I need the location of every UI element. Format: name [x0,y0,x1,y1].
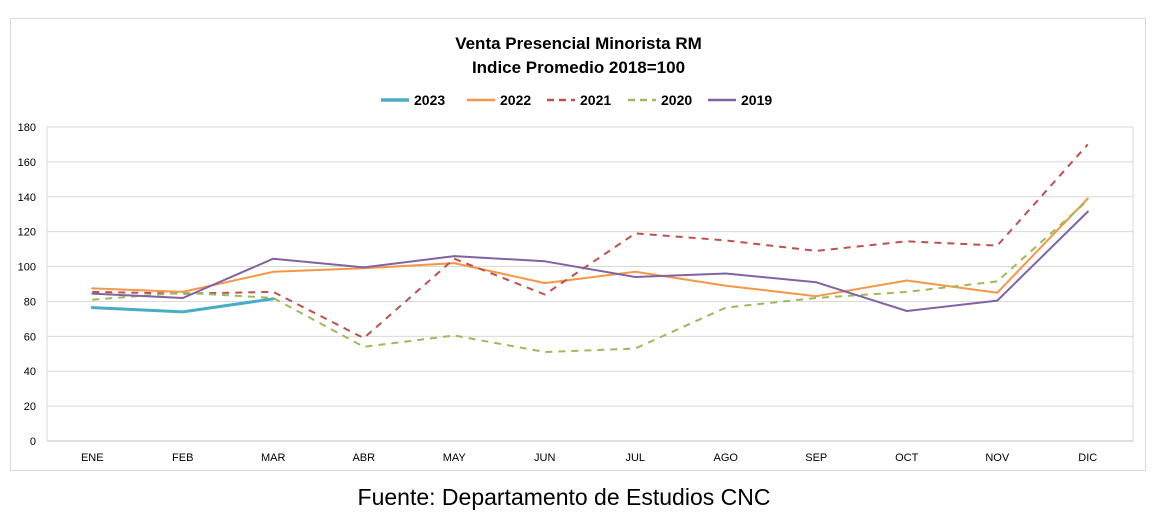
legend-label-2021: 2021 [580,92,611,108]
x-tick-label: OCT [895,452,919,464]
x-tick-label: FEB [172,452,193,464]
x-axis-ticks: ENE FEB MAR ABR MAY JUN JUL AGO SEP OCT NOV DIC [81,452,1097,464]
series-line-2021 [92,143,1089,340]
series-line-2023 [90,297,275,314]
x-tick-label: MAY [443,452,467,464]
x-tick-label: NOV [985,452,1010,464]
series-lines [90,143,1089,353]
y-tick-label: 80 [24,296,36,308]
y-tick-label: 0 [30,436,36,448]
y-axis-ticks: 0 20 40 60 80 100 120 140 160 180 [18,122,36,448]
series-line-2020 [92,199,1089,353]
x-tick-label: MAR [261,452,286,464]
y-tick-label: 180 [18,122,36,134]
x-tick-label: JUL [625,452,645,464]
legend: 2023 2022 2021 2020 2019 [381,92,772,108]
y-tick-label: 100 [18,262,36,274]
x-tick-label: AGO [714,452,739,464]
chart-frame [10,18,1146,471]
y-tick-label: 140 [18,192,36,204]
series-line-2022 [91,197,1089,298]
y-tick-label: 160 [18,157,36,169]
x-tick-label: ABR [352,452,375,464]
x-tick-label: DIC [1078,452,1097,464]
legend-label-2022: 2022 [500,92,531,108]
grid-lines [46,126,1134,442]
series-line-2019 [91,210,1089,312]
chart-subtitle: Indice Promedio 2018=100 [471,58,686,77]
legend-label-2019: 2019 [741,92,772,108]
x-tick-label: JUN [534,452,555,464]
y-tick-label: 20 [24,401,36,413]
y-tick-label: 40 [24,366,36,378]
legend-label-2020: 2020 [661,92,692,108]
x-tick-label: ENE [81,452,104,464]
legend-label-2023: 2023 [414,92,445,108]
y-tick-label: 60 [24,331,36,343]
source-note: Fuente: Departamento de Estudios CNC [357,484,771,510]
x-tick-label: SEP [805,452,827,464]
chart-title: Venta Presencial Minorista RM [455,34,702,53]
y-tick-label: 120 [18,227,36,239]
